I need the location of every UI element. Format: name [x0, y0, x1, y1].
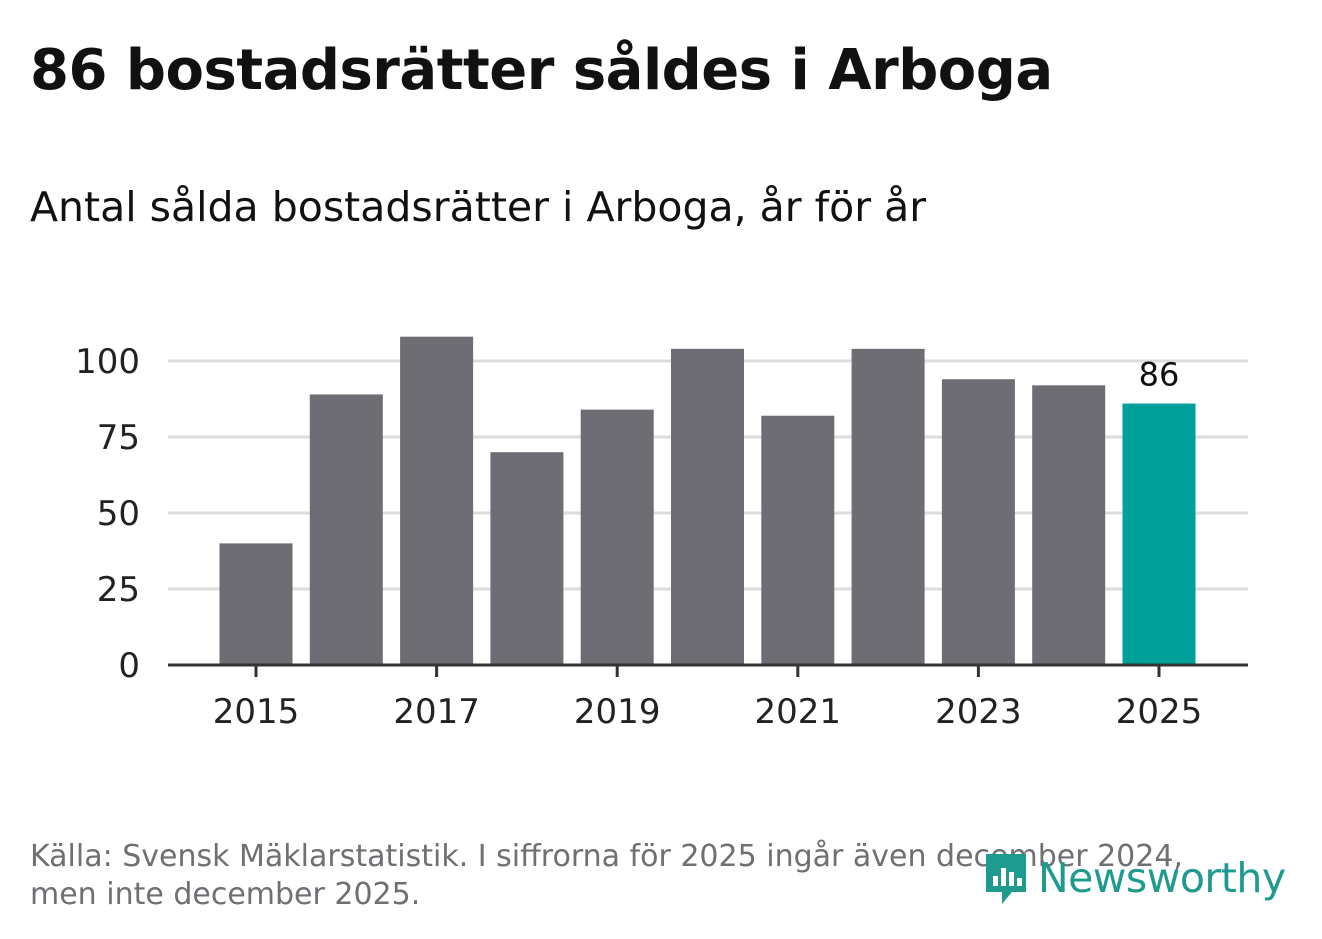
bar-2023 — [941, 379, 1015, 665]
bar-2016 — [309, 394, 383, 665]
x-tick-label-2025: 2025 — [1116, 692, 1203, 732]
x-tick-label-2015: 2015 — [213, 692, 300, 732]
x-tick-label-2019: 2019 — [574, 692, 661, 732]
newsworthy-logo-icon — [986, 854, 1026, 904]
bar-chart: 0 25 50 75 100 86 2015 2017 2019 2021 2023 2025 — [75, 336, 1248, 732]
y-tick-label-50: 50 — [97, 494, 140, 534]
bar-2025 — [1122, 403, 1196, 665]
bar-2024 — [1032, 385, 1106, 665]
bar-2017 — [400, 336, 474, 665]
bar-2019 — [580, 409, 654, 665]
y-tick-label-100: 100 — [75, 342, 140, 382]
bar-2018 — [490, 452, 564, 665]
newsworthy-logo: Newsworthy — [982, 848, 1286, 908]
bar-2015 — [219, 543, 293, 665]
bar-2020 — [671, 348, 744, 665]
chart-subtitle: Antal sålda bostadsrätter i Arboga, år f… — [30, 183, 927, 231]
y-tick-label-25: 25 — [97, 570, 140, 610]
source-line-2: men inte december 2025. — [30, 877, 421, 912]
y-tick-label-75: 75 — [97, 418, 140, 458]
x-tick-label-2023: 2023 — [935, 692, 1022, 732]
chart-title: 86 bostadsrätter såldes i Arboga — [30, 38, 1053, 103]
bar-2021 — [761, 415, 835, 665]
data-label-2025: 86 — [1139, 356, 1180, 394]
x-tick-label-2021: 2021 — [755, 692, 842, 732]
logo-text: Newsworthy — [1038, 854, 1286, 902]
y-tick-label-0: 0 — [118, 646, 140, 686]
bar-2022 — [851, 348, 925, 665]
x-tick-label-2017: 2017 — [393, 692, 480, 732]
